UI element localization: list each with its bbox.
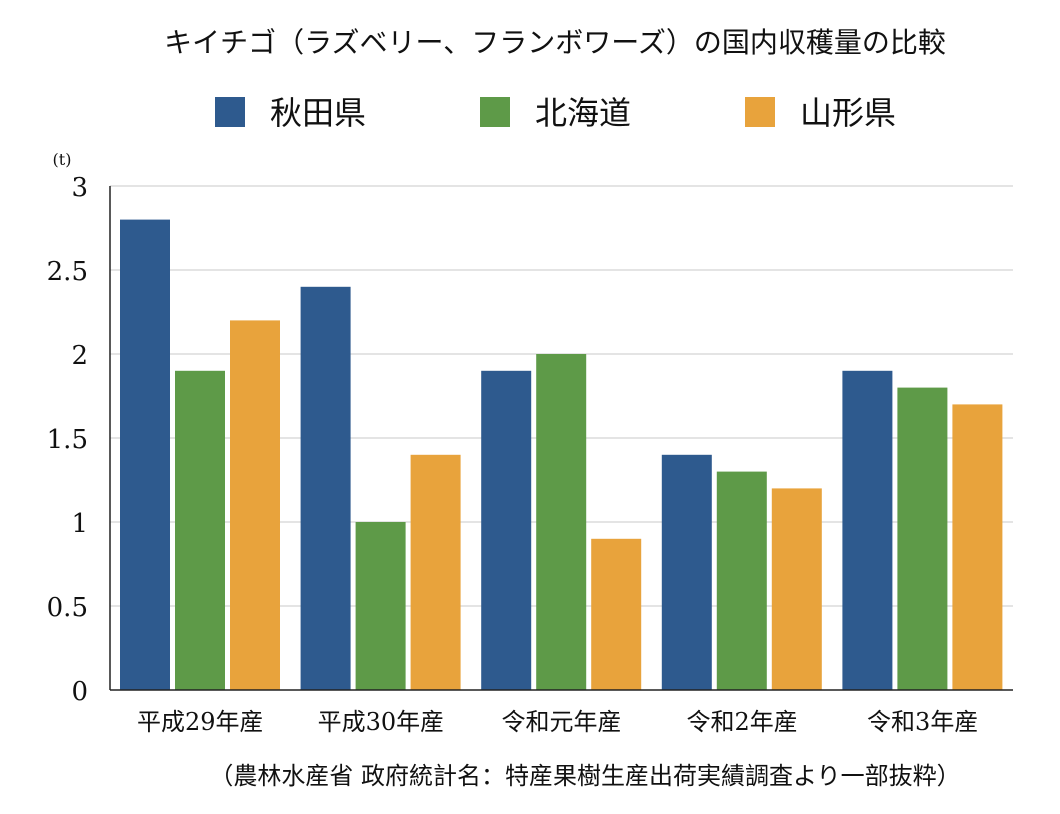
- legend-swatch: [745, 97, 775, 127]
- y-axis-unit: (t): [53, 150, 72, 169]
- y-tick-label: 2.5: [47, 257, 88, 287]
- y-tick-label: 2: [71, 341, 88, 371]
- bar-山形県-令和3年産: [952, 404, 1003, 690]
- x-tick-label: 令和2年産: [686, 708, 797, 736]
- legend-label: 北海道: [535, 94, 631, 132]
- legend-swatch: [215, 97, 245, 127]
- x-tick-label: 令和元年産: [502, 708, 622, 736]
- x-tick-label: 平成30年産: [318, 708, 445, 736]
- source-note: （農林水産省 政府統計名：特産果樹生産出荷実績調査より一部抜粋）: [209, 762, 960, 790]
- bar-北海道-令和元年産: [536, 354, 587, 690]
- bar-秋田県-令和2年産: [661, 454, 712, 690]
- x-tick-label: 平成29年産: [137, 708, 264, 736]
- bar-北海道-令和2年産: [716, 471, 767, 690]
- bar-山形県-令和2年産: [771, 488, 822, 690]
- bar-北海道-令和3年産: [897, 387, 948, 690]
- bar-秋田県-平成29年産: [120, 219, 170, 690]
- x-tick-label: 令和3年産: [867, 708, 978, 736]
- bar-秋田県-令和3年産: [842, 370, 893, 690]
- axes: [109, 186, 1013, 691]
- bar-山形県-平成29年産: [230, 320, 280, 690]
- y-tick-label: 1: [71, 509, 88, 539]
- chart-title: キイチゴ（ラズベリー、フランボワーズ）の国内収穫量の比較: [164, 26, 946, 59]
- bar-山形県-平成30年産: [410, 454, 461, 690]
- bar-北海道-平成29年産: [175, 370, 225, 690]
- bar-北海道-平成30年産: [355, 522, 406, 690]
- legend-swatch: [480, 97, 510, 127]
- legend-label: 秋田県: [270, 94, 366, 132]
- y-tick-label: 3: [71, 173, 88, 203]
- y-tick-label: 0.5: [47, 593, 88, 623]
- legend: 秋田県 北海道 山形県: [215, 94, 896, 132]
- y-tick-label: 1.5: [47, 425, 88, 455]
- bar-山形県-令和元年産: [591, 538, 642, 690]
- legend-label: 山形県: [800, 94, 896, 132]
- y-tick-label: 0: [71, 677, 88, 707]
- bars: 平成29年産 平成30年産 令和元年産 令和2年産 令和3年産: [120, 219, 1003, 736]
- bar-秋田県-令和元年産: [481, 370, 532, 690]
- bar-秋田県-平成30年産: [300, 286, 351, 690]
